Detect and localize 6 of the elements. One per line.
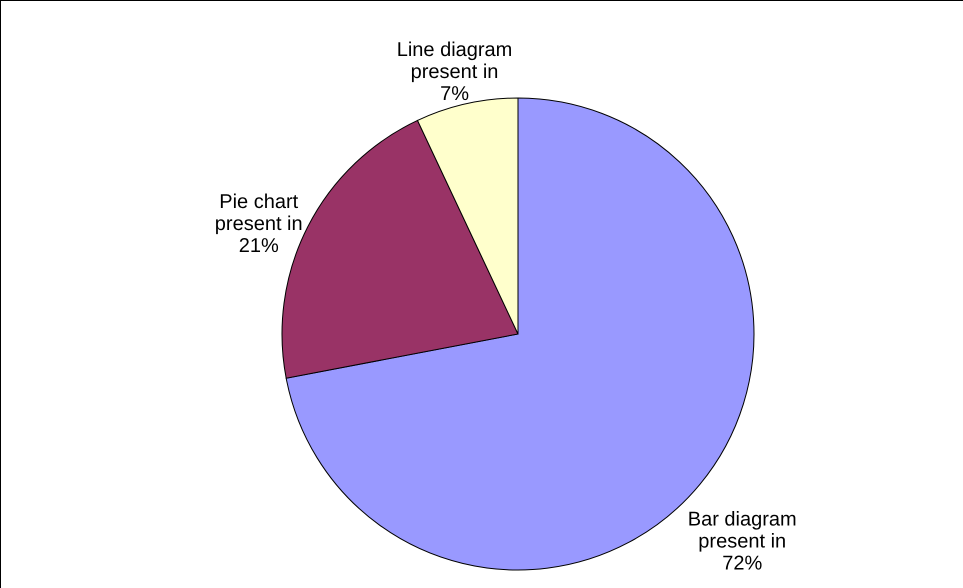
slice-label: Pie chart present in	[214, 190, 303, 235]
slice-label: Line diagram present in	[396, 39, 512, 84]
data-label: 21%	[238, 234, 279, 257]
slice-label: Bar diagram present in	[688, 508, 797, 552]
data-label: 7%	[440, 83, 470, 106]
data-label: 72%	[722, 552, 762, 574]
